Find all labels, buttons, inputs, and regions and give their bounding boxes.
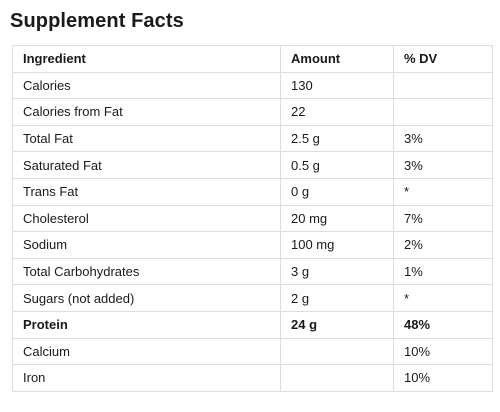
amount-cell: 130 bbox=[280, 71, 394, 100]
column-header-dv: % DV bbox=[393, 45, 493, 73]
dv-cell: 48% bbox=[393, 310, 493, 339]
amount-cell: 0.5 g bbox=[280, 151, 394, 179]
dv-cell: 10% bbox=[393, 364, 493, 392]
table-row: Trans Fat 0 g * bbox=[12, 177, 493, 206]
amount-cell: 3 g bbox=[280, 257, 394, 286]
table-row: Calcium 10% bbox=[12, 337, 493, 366]
ingredient-cell: Saturated Fat bbox=[12, 151, 281, 179]
amount-cell: 2 g bbox=[280, 284, 394, 312]
table-row: Sugars (not added) 2 g * bbox=[12, 284, 493, 312]
ingredient-cell: Sodium bbox=[12, 231, 281, 259]
ingredient-cell: Total Carbohydrates bbox=[12, 257, 281, 286]
page-title: Supplement Facts bbox=[10, 10, 184, 32]
dv-cell: 1% bbox=[393, 257, 493, 286]
dv-cell: * bbox=[393, 177, 493, 206]
table-row: Cholesterol 20 mg 7% bbox=[12, 204, 493, 233]
ingredient-cell: Total Fat bbox=[12, 124, 281, 153]
ingredient-cell: Protein bbox=[12, 310, 281, 339]
amount-cell bbox=[280, 364, 394, 392]
ingredient-cell: Calories bbox=[12, 71, 281, 100]
dv-cell: 2% bbox=[393, 231, 493, 259]
ingredient-cell: Trans Fat bbox=[12, 177, 281, 206]
dv-cell bbox=[393, 71, 493, 100]
dv-cell: 10% bbox=[393, 337, 493, 366]
ingredient-cell: Calories from Fat bbox=[12, 98, 281, 126]
amount-cell bbox=[280, 337, 394, 366]
ingredient-cell: Iron bbox=[12, 364, 281, 392]
table-row: Total Fat 2.5 g 3% bbox=[12, 124, 493, 153]
table-row: Calories 130 bbox=[12, 71, 493, 100]
table-row: Iron 10% bbox=[12, 364, 493, 392]
amount-cell: 2.5 g bbox=[280, 124, 394, 153]
amount-cell: 100 mg bbox=[280, 231, 394, 259]
column-header-amount: Amount bbox=[280, 45, 394, 73]
dv-cell: 7% bbox=[393, 204, 493, 233]
amount-cell: 22 bbox=[280, 98, 394, 126]
amount-cell: 0 g bbox=[280, 177, 394, 206]
column-header-ingredient: Ingredient bbox=[12, 45, 281, 73]
dv-cell: 3% bbox=[393, 151, 493, 179]
table-row: Sodium 100 mg 2% bbox=[12, 231, 493, 259]
table-header-row: Ingredient Amount % DV bbox=[12, 45, 493, 73]
table-row: Saturated Fat 0.5 g 3% bbox=[12, 151, 493, 179]
table-row: Total Carbohydrates 3 g 1% bbox=[12, 257, 493, 286]
dv-cell bbox=[393, 98, 493, 126]
ingredient-cell: Cholesterol bbox=[12, 204, 281, 233]
ingredient-cell: Calcium bbox=[12, 337, 281, 366]
dv-cell: * bbox=[393, 284, 493, 312]
amount-cell: 20 mg bbox=[280, 204, 394, 233]
table-row-highlighted: Protein 24 g 48% bbox=[12, 310, 493, 339]
table-row: Calories from Fat 22 bbox=[12, 98, 493, 126]
amount-cell: 24 g bbox=[280, 310, 394, 339]
supplement-facts-table: Ingredient Amount % DV Calories 130 Calo… bbox=[12, 45, 493, 392]
dv-cell: 3% bbox=[393, 124, 493, 153]
ingredient-cell: Sugars (not added) bbox=[12, 284, 281, 312]
